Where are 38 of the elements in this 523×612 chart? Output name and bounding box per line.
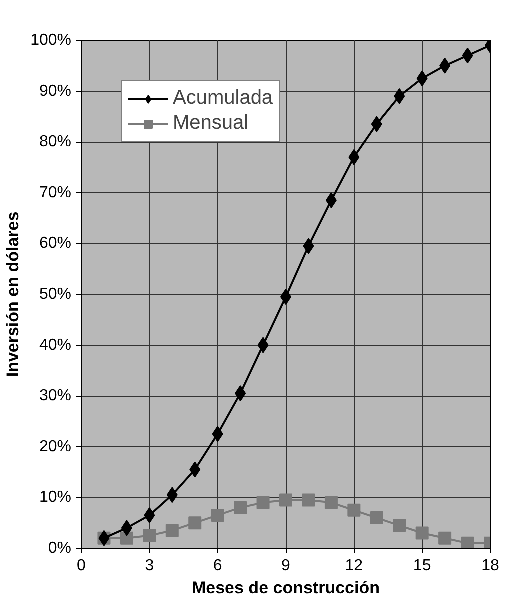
x-tick-label: 6	[213, 558, 222, 574]
y-tick-label: 30%	[39, 388, 72, 405]
y-tick-label: 70%	[39, 184, 72, 202]
point	[120, 532, 134, 545]
y-tick-label: 40%	[39, 336, 72, 354]
x-tick-label: 0	[77, 558, 86, 574]
point	[438, 532, 452, 545]
y-tick-label: 50%	[39, 286, 72, 303]
point	[280, 494, 292, 507]
point	[211, 508, 224, 522]
y-tick-label: 60%	[39, 235, 72, 252]
point	[302, 494, 316, 507]
point	[188, 516, 202, 530]
x-tick-label: 3	[145, 558, 154, 574]
y-tick-label: 20%	[39, 438, 72, 456]
x-axis-title: Meses de construcción	[192, 578, 380, 598]
point	[461, 536, 474, 548]
y-axis-title: Inversión en dólares	[4, 212, 23, 378]
point	[393, 519, 406, 532]
y-tick-label: 90%	[39, 82, 72, 100]
x-tick-label: 18	[482, 558, 500, 574]
point	[234, 501, 248, 514]
x-tick-label: 15	[413, 558, 432, 574]
y-tick-label: 80%	[39, 134, 72, 151]
point	[416, 526, 429, 540]
y-tick-label: 10%	[39, 489, 72, 506]
point	[143, 529, 156, 542]
point	[166, 524, 179, 538]
point	[256, 496, 270, 510]
legend-label: Mensual	[173, 112, 249, 135]
point	[324, 496, 338, 510]
y-tick-label: 0%	[48, 540, 72, 557]
x-tick-label: 9	[282, 558, 291, 574]
point	[370, 512, 384, 525]
y-tick-label: 100%	[30, 32, 72, 49]
x-tick-label: 12	[345, 558, 364, 574]
legend-label: Acumulada	[173, 87, 274, 110]
point	[348, 504, 361, 517]
